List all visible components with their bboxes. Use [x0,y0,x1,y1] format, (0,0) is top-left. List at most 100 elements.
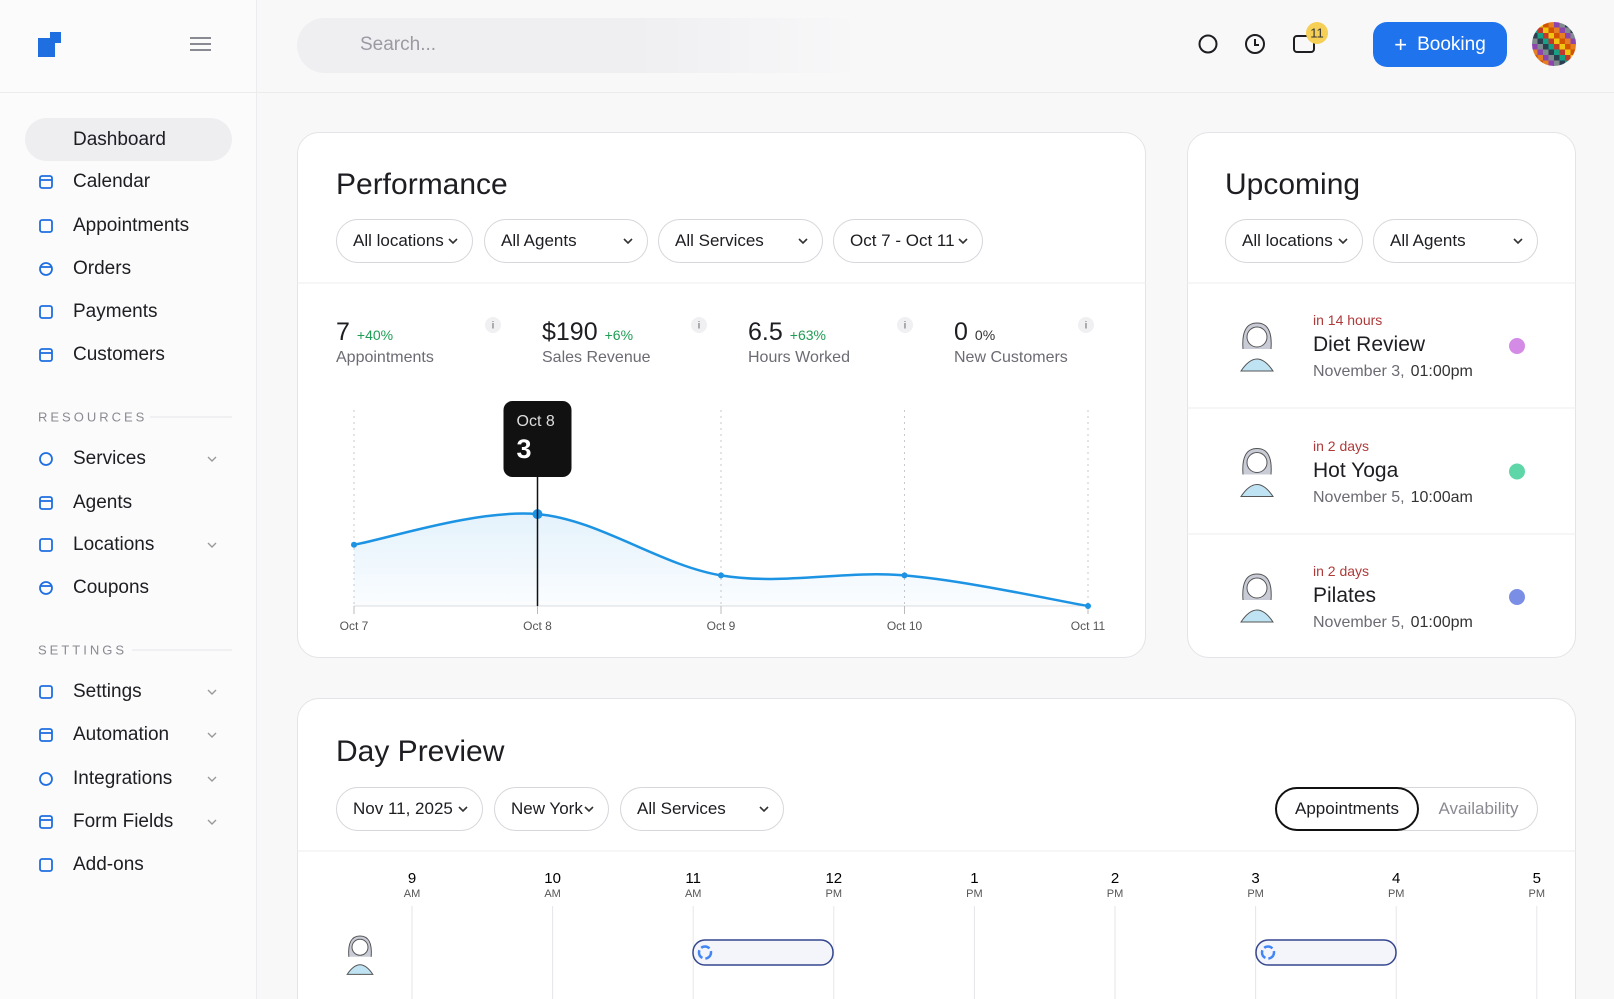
performance-card [297,132,1146,658]
nav-item[interactable]: Customers [73,344,165,365]
avatar-pixel [1548,27,1555,34]
avatar-pixel [1532,38,1538,45]
filter-dropdown[interactable]: All Agents [1373,219,1538,263]
stat-label: Sales Revenue [542,349,651,366]
toggle-option[interactable]: Availability [1438,799,1519,818]
item-title[interactable]: Diet Review [1313,333,1426,356]
nav-item[interactable]: Locations [73,534,155,555]
nav-item[interactable]: Appointments [73,215,190,236]
nav-item[interactable]: Automation [73,724,170,745]
nav-item[interactable]: Form Fields [73,811,174,832]
stat-change: +40% [356,327,394,343]
nav-item[interactable]: Integrations [73,768,173,789]
filter-label: Oct 7 - Oct 11 [850,231,955,250]
avatar-pixel [1537,49,1544,56]
avatar-pixel [1565,38,1571,45]
avatar-pixel [1543,33,1549,39]
stat-value-row: $190 +6% [542,318,633,347]
nav-item[interactable]: Payments [73,301,158,322]
filter-dropdown[interactable]: All locations [1225,219,1363,263]
stat-value: $190 [542,318,598,346]
when: in 2 days [1313,563,1370,579]
avatar-pixel [1559,27,1566,34]
avatar-pixel [1559,49,1566,56]
avatar-pixel [1537,33,1544,39]
avatar-pixel [1543,27,1549,34]
avatar-pixel [1565,27,1571,34]
stat-value-row: 6.5 +63% [748,318,826,347]
filter-dropdown[interactable]: All Agents [484,219,648,263]
filter-label: All Services [675,231,764,250]
filter-dropdown[interactable]: New York [494,787,609,831]
stat-value-row: 0 0% [954,318,995,347]
stat-change: +6% [604,327,634,343]
stat-label: Appointments [336,349,434,366]
avatar-pixel [1543,38,1549,45]
nav-item[interactable]: Calendar [73,171,151,192]
avatar-pixel [1537,27,1544,34]
avatar-pixel [1554,33,1560,39]
nav-item[interactable]: Coupons [73,577,150,598]
chevron [1513,238,1523,245]
chevron [584,806,594,813]
avatar-pixel [1532,22,1538,28]
nav-item[interactable]: Dashboard [73,129,166,150]
search-placeholder[interactable]: Search... [360,34,437,55]
avatar-pixel [1532,49,1538,56]
avatar-pixel [1559,22,1566,28]
chat-icon [1198,34,1218,54]
avatar-pixel [1548,44,1555,50]
nav-item[interactable]: Agents [73,492,133,513]
avatar-pixel [1570,22,1576,28]
section-heading: RESOURCES [38,409,148,425]
avatar-pixel [1570,38,1576,45]
avatar-pixel [1543,49,1549,56]
inbox-icon [1293,35,1315,53]
avatar-pixel [1570,55,1576,61]
avatar-pixel [1543,22,1549,28]
nav-item[interactable]: Add-ons [73,854,144,875]
avatar-pixel [1543,60,1549,66]
stat-value: 0 [954,318,968,346]
header-border [0,92,1614,93]
avatar-pixel [1559,38,1566,45]
avatar-pixel [1565,60,1571,66]
avatar-pixel [1554,22,1560,28]
avatar-pixel [1565,55,1571,61]
card-title: Performance [336,168,508,201]
filter-label: All Agents [1390,231,1466,250]
avatar-pixel [1559,33,1566,39]
nav-item[interactable]: Orders [73,258,132,279]
stat-label: Hours Worked [748,349,850,366]
avatar-pixel [1532,44,1538,50]
filter-dropdown[interactable]: Oct 7 - Oct 11 [833,219,983,263]
filter-dropdown[interactable]: All Services [620,787,784,831]
avatar-pixel [1532,60,1538,66]
item-title[interactable]: Hot Yoga [1313,458,1399,482]
avatar-pixel [1554,55,1560,61]
avatar-pixel [1532,27,1538,34]
booking-button[interactable]: + Booking [1373,22,1507,67]
notification-count: 11 [1310,25,1324,40]
avatar-pixel [1570,60,1576,66]
chevron [458,806,468,813]
stat-value: 7 [336,318,350,346]
filter-dropdown[interactable]: All locations [336,219,473,263]
toggle-active[interactable]: Appointments [1275,787,1419,831]
chevron [1338,238,1348,245]
nav-item[interactable]: Settings [73,681,142,702]
date: November 5, [1313,614,1405,631]
avatar-pixel [1570,44,1576,50]
clock-icon [1254,39,1259,46]
nav-item[interactable]: Services [73,448,146,469]
search-bar[interactable] [297,18,865,73]
filter-dropdown[interactable]: Nov 11, 2025 [336,787,483,831]
avatar-pixel [1543,44,1549,50]
avatar-pixel [1554,49,1560,56]
filter-label: All Agents [501,231,577,250]
chevron [798,238,808,245]
item-title[interactable]: Pilates [1313,584,1377,607]
avatar-pixel [1554,27,1560,34]
filter-dropdown[interactable]: All Services [658,219,823,263]
